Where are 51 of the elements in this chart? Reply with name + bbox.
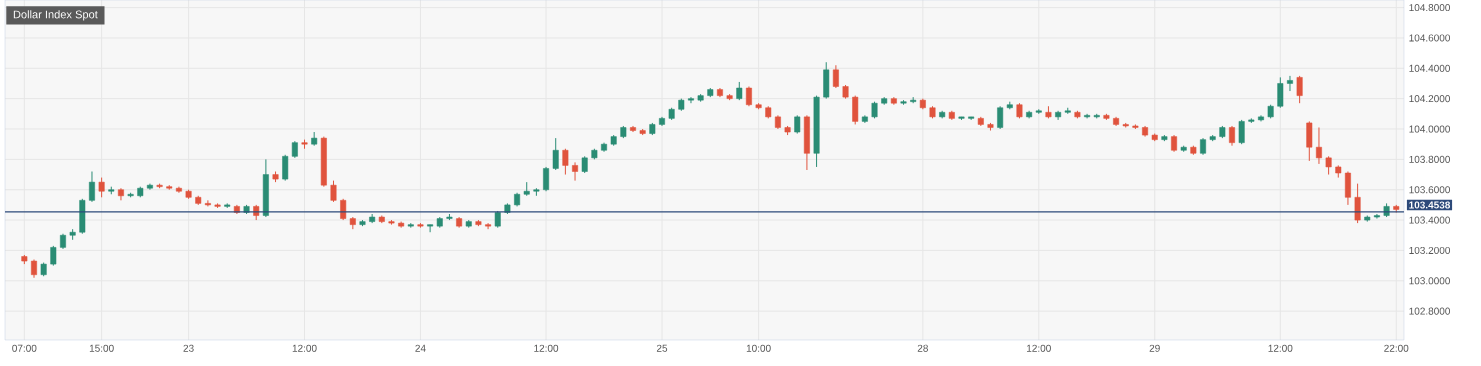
ref-line-label: 103.4538 [1409, 201, 1451, 209]
candlestick [552, 137, 559, 171]
candlestick [794, 114, 801, 135]
y-tick-label: 103.6000 [1409, 186, 1450, 194]
y-tick-label: 103.2000 [1409, 246, 1450, 254]
text: Dollar Index Spot [13, 10, 98, 21]
x-tick-label: 12:00 [292, 344, 317, 352]
y-tick-label: 103.4000 [1409, 216, 1450, 224]
candlestick [1287, 75, 1293, 92]
y-tick-label: 103.0000 [1409, 277, 1450, 285]
x-tick-label: 29 [1149, 344, 1160, 352]
x-tick-label: 23 [183, 344, 194, 352]
candlestick [282, 154, 289, 182]
x-tick-label: 15:00 [89, 344, 114, 352]
y-tick-label: 104.8000 [1409, 4, 1450, 12]
candlestick [1296, 75, 1303, 104]
candlestick [98, 177, 105, 198]
candlestick [832, 64, 839, 89]
candlestick [736, 81, 743, 101]
candlestick [562, 148, 569, 176]
x-tick-label: 10:00 [746, 344, 771, 352]
x-tick-label: 12:00 [1027, 344, 1051, 352]
y-tick-label: 104.0000 [1409, 125, 1450, 133]
x-tick-label: 12:00 [1268, 344, 1293, 352]
y-tick-label: 104.2000 [1409, 95, 1450, 103]
x-tick-label: 25 [656, 344, 668, 352]
candlestick [1325, 155, 1332, 176]
candlestick [543, 166, 550, 192]
x-tick-label: 07:00 [12, 344, 37, 352]
x-tick-label: 24 [415, 344, 426, 352]
candlestick [485, 222, 492, 230]
candlestick [204, 199, 211, 207]
candlestick [1277, 76, 1284, 109]
candlestick [1354, 183, 1361, 224]
candlestick [50, 245, 57, 267]
candlestick [330, 180, 337, 203]
candlestick [427, 224, 434, 233]
candlestick [572, 161, 579, 182]
candlestick [1315, 126, 1322, 165]
y-tick-label: 104.6000 [1409, 34, 1450, 42]
x-tick-label: 22:00 [1384, 344, 1409, 352]
x-tick-label: 28 [917, 344, 928, 352]
candlestick [89, 171, 95, 203]
y-tick-label: 104.4000 [1409, 64, 1450, 72]
candlestick [1229, 125, 1235, 147]
candlestick [688, 96, 694, 104]
y-tick-label: 103.8000 [1409, 155, 1450, 163]
y-tick-label: 102.8000 [1409, 307, 1450, 315]
x-tick-label: 12:00 [534, 344, 559, 352]
candlestick [1238, 119, 1245, 145]
candlestick [997, 105, 1004, 130]
